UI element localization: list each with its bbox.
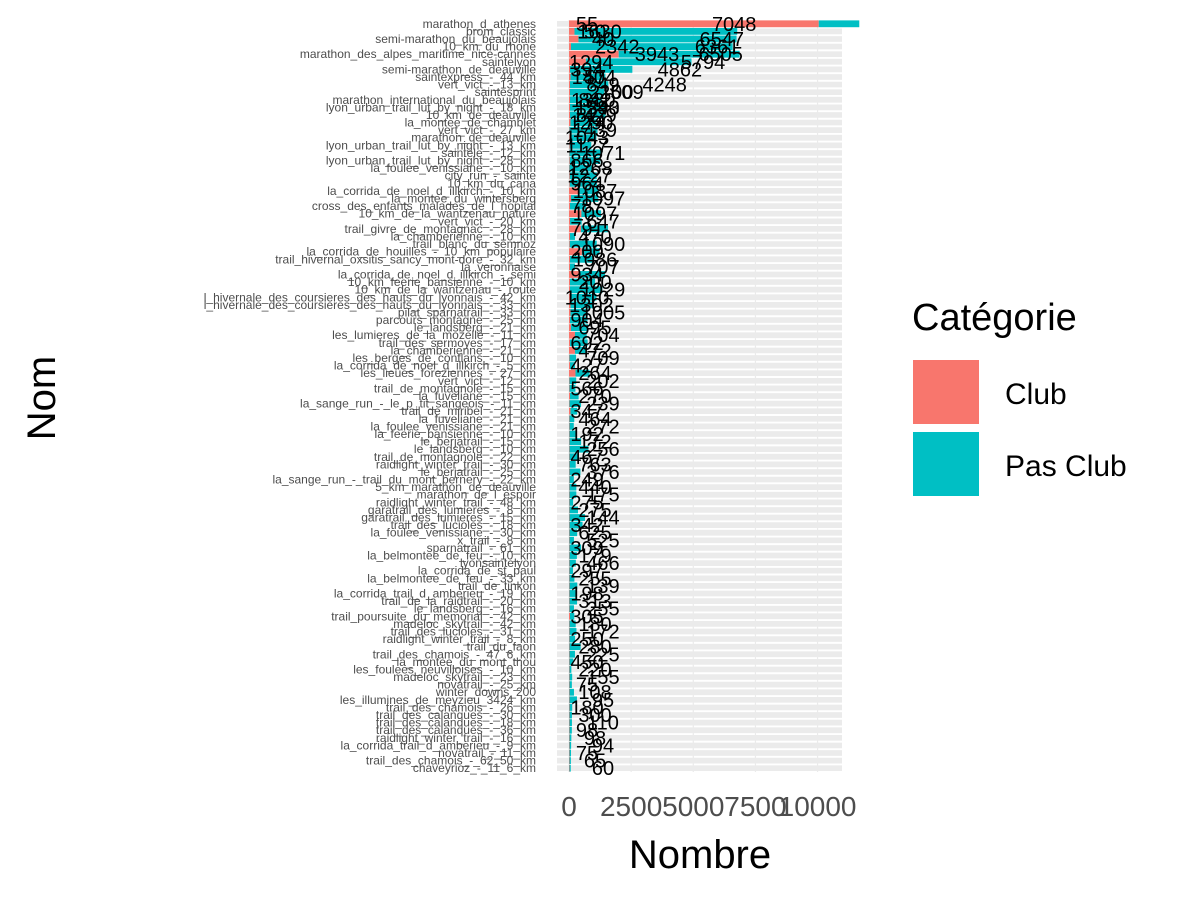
x-tick-label: 5000 <box>662 791 724 822</box>
bar-pas-club <box>569 734 571 741</box>
bar-club <box>569 81 570 88</box>
legend-label-pas-club: Pas Club <box>1005 450 1127 483</box>
x-axis-title: Nombre <box>629 833 771 877</box>
bar-pas-club <box>569 750 570 757</box>
legend: Catégorie Club Pas Club <box>912 297 1127 496</box>
bar-club <box>569 96 570 103</box>
x-tick-label: 0 <box>561 791 577 822</box>
data-label: 4248 <box>642 75 687 97</box>
x-tick-label: 10000 <box>779 791 857 822</box>
x-tick-label: 7500 <box>724 791 786 822</box>
y-axis-ticks: marathon_d_athenesbrom_classicsemi-marat… <box>204 17 537 775</box>
bar-pas-club <box>569 689 573 696</box>
bar-pas-club <box>569 719 571 726</box>
bar-club <box>569 28 574 35</box>
bar-pas-club <box>819 20 860 27</box>
data-label: 74 <box>584 113 606 135</box>
y-axis-title: Nom <box>20 356 64 440</box>
legend-swatch-pas-club <box>913 432 979 496</box>
data-label: 5794 <box>681 52 726 74</box>
bar-pas-club <box>569 727 571 734</box>
legend-label-club: Club <box>1005 378 1067 411</box>
bar-pas-club <box>569 681 571 688</box>
bar-pas-club <box>569 765 570 772</box>
legend-swatch-club <box>913 360 979 424</box>
data-label: 2342 <box>595 37 640 59</box>
bar-pas-club <box>569 674 572 681</box>
bar-pas-club <box>569 757 570 764</box>
data-label: 3943 <box>635 44 680 66</box>
x-tick-label: 2500 <box>600 791 662 822</box>
bar-club <box>569 104 570 111</box>
bar-club <box>569 43 571 50</box>
legend-title: Catégorie <box>912 297 1077 339</box>
y-tick-label: chaveyrioz_-_11_6_km <box>413 761 536 775</box>
data-label: 60 <box>592 758 614 780</box>
bar-club <box>569 89 570 96</box>
bar-pas-club <box>569 742 571 749</box>
